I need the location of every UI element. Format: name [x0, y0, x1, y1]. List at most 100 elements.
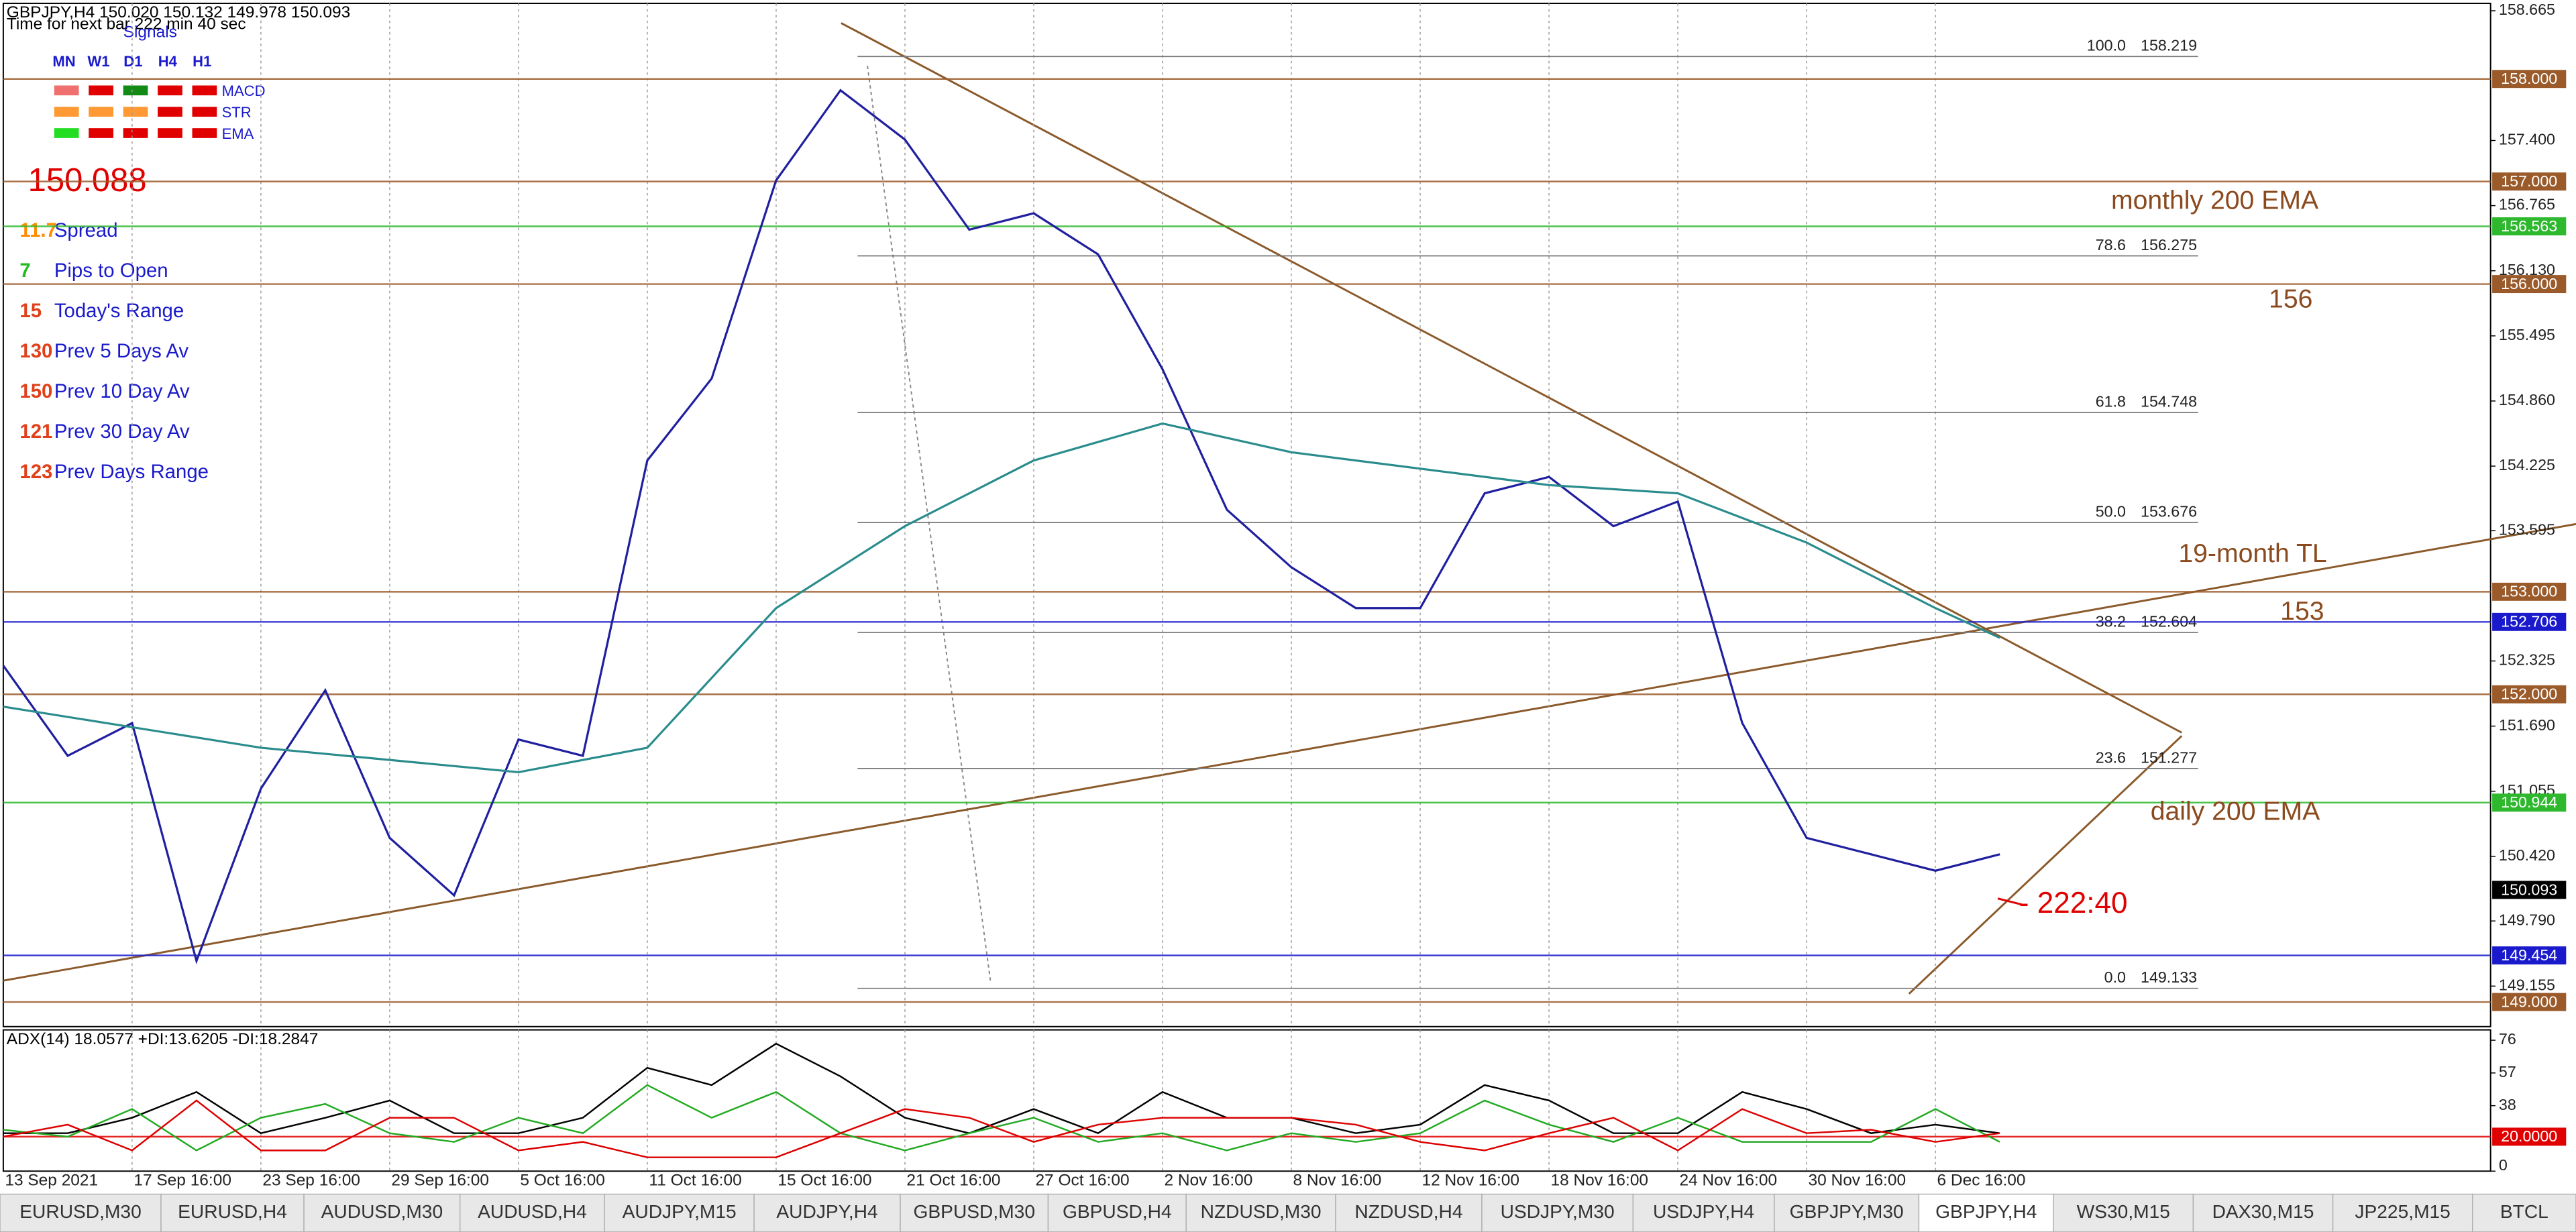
y-tick-label: 151.690: [2499, 716, 2555, 734]
indicator-title: ADX(14) 18.0577 +DI:13.6205 -DI:18.2847: [7, 1030, 319, 1048]
x-tick-label: 23 Sep 16:00: [262, 1171, 360, 1189]
y-tick-label: 155.495: [2499, 326, 2555, 343]
fib-price: 149.133: [2141, 968, 2197, 986]
y-tick-label: 149.155: [2499, 976, 2555, 993]
stat-label: Prev 5 Days Av: [54, 340, 189, 362]
x-tick-label: 15 Oct 16:00: [777, 1171, 871, 1189]
timeframe-label: H1: [193, 53, 211, 70]
stat-label: Spread: [54, 219, 118, 241]
tab[interactable]: [2471, 1193, 2576, 1232]
y-tick-label: 57: [2499, 1063, 2516, 1080]
stat-label: Prev 10 Day Av: [54, 380, 190, 402]
timeframe-label: MN: [52, 53, 75, 70]
y-tick-label: 152.325: [2499, 651, 2555, 669]
tab-label[interactable]: AUDUSD,M30: [321, 1201, 443, 1222]
tab[interactable]: [1481, 1193, 1634, 1232]
tab-label[interactable]: WS30,M15: [2077, 1201, 2170, 1222]
tab-label[interactable]: BTCL: [2500, 1201, 2548, 1222]
tab[interactable]: [2053, 1193, 2194, 1232]
level-box: [2492, 612, 2567, 631]
tab[interactable]: [1774, 1193, 1920, 1232]
x-tick-label: 27 Oct 16:00: [1035, 1171, 1129, 1189]
fib-ratio: 61.8: [2096, 392, 2126, 410]
tab-label[interactable]: USDJPY,M30: [1501, 1201, 1615, 1222]
x-tick-label: 12 Nov 16:00: [1421, 1171, 1519, 1189]
x-tick-label: 24 Nov 16:00: [1680, 1171, 1778, 1189]
fib-ratio: 23.6: [2096, 748, 2126, 766]
y-tick-label: 76: [2499, 1030, 2516, 1048]
tab[interactable]: [753, 1193, 901, 1232]
tab-label[interactable]: NZDUSD,M30: [1201, 1201, 1322, 1222]
signal-block: [158, 85, 182, 96]
x-tick-label: 2 Nov 16:00: [1164, 1171, 1252, 1189]
signal-block: [158, 128, 182, 138]
fib-ratio: 0.0: [2104, 968, 2126, 986]
tab-label[interactable]: EURUSD,M30: [19, 1201, 142, 1222]
y-tick-label: 154.860: [2499, 391, 2555, 408]
series-line: [3, 422, 2000, 774]
level-label: 152.706: [2501, 613, 2557, 630]
level-box: [2492, 685, 2567, 704]
timeframe-label: H4: [158, 53, 178, 70]
tab[interactable]: [1047, 1193, 1187, 1232]
fib-price: 158.219: [2141, 37, 2197, 54]
tab-label[interactable]: AUDUSD,H4: [478, 1201, 587, 1222]
level-label: 158.000: [2501, 70, 2557, 87]
tab-label[interactable]: EURUSD,H4: [178, 1201, 287, 1222]
x-tick-label: 18 Nov 16:00: [1550, 1171, 1648, 1189]
signal-block: [192, 128, 217, 138]
tab-label[interactable]: GBPUSD,M30: [913, 1201, 1035, 1222]
tab-label[interactable]: GBPJPY,H4: [1935, 1201, 2037, 1222]
y-tick-label: 149.790: [2499, 911, 2555, 928]
tab-label[interactable]: GBPJPY,M30: [1790, 1201, 1904, 1222]
tab-label[interactable]: AUDJPY,H4: [776, 1201, 877, 1222]
level-box: [2492, 881, 2567, 899]
series-line: [2, 89, 2000, 964]
x-tick-label: 21 Oct 16:00: [906, 1171, 1000, 1189]
series-line: [3, 1099, 2000, 1158]
tab-label[interactable]: DAX30,M15: [2212, 1201, 2314, 1222]
stat-value: 15: [19, 300, 42, 322]
tab[interactable]: [1918, 1193, 2054, 1232]
tab-label[interactable]: USDJPY,H4: [1653, 1201, 1754, 1222]
x-tick-label: 30 Nov 16:00: [1809, 1171, 1907, 1189]
annotation: 19-month TL: [2178, 539, 2326, 568]
level-box: [2492, 217, 2567, 235]
x-tick-label: 17 Sep 16:00: [133, 1171, 231, 1189]
fib-price: 156.275: [2141, 236, 2197, 254]
signal-block: [89, 85, 113, 96]
tab[interactable]: [1185, 1193, 1336, 1232]
timeframe-label: D1: [123, 53, 142, 70]
tab[interactable]: [160, 1193, 305, 1232]
signal-row-label: STR: [222, 104, 252, 121]
y-tick-label: 38: [2499, 1096, 2516, 1113]
downtrend-line: [841, 22, 2182, 734]
wedge-support-line: [1908, 735, 2183, 995]
trend-line-19m: [3, 522, 2576, 982]
tab-label[interactable]: AUDJPY,M15: [623, 1201, 737, 1222]
level-label: 156.000: [2501, 275, 2557, 292]
level-label: 150.944: [2501, 793, 2557, 811]
level-label: 156.563: [2501, 217, 2557, 235]
adx-panel: [2, 1029, 2491, 1172]
level-box: [2492, 172, 2567, 191]
y-tick-label: 158.665: [2499, 1, 2555, 18]
tab[interactable]: [604, 1193, 755, 1232]
tab[interactable]: [459, 1193, 605, 1232]
tab-label[interactable]: JP225,M15: [2355, 1201, 2450, 1222]
series-line: [3, 1042, 2000, 1135]
y-tick-label: 154.225: [2499, 456, 2555, 473]
stat-label: Pips to Open: [54, 260, 168, 282]
level-box: [2492, 70, 2567, 89]
y-tick-label: 153.595: [2499, 521, 2555, 539]
level-box: [2492, 275, 2567, 294]
x-tick-label: 29 Sep 16:00: [391, 1171, 489, 1189]
stat-value: 121: [19, 421, 52, 443]
level-box: [2492, 946, 2567, 965]
stat-value: 123: [19, 461, 52, 483]
tab[interactable]: [2332, 1193, 2473, 1232]
tab-label[interactable]: GBPUSD,H4: [1063, 1201, 1172, 1222]
tab-label[interactable]: NZDUSD,H4: [1354, 1201, 1462, 1222]
signal-block: [123, 128, 148, 138]
level-box: [2492, 1127, 2567, 1146]
